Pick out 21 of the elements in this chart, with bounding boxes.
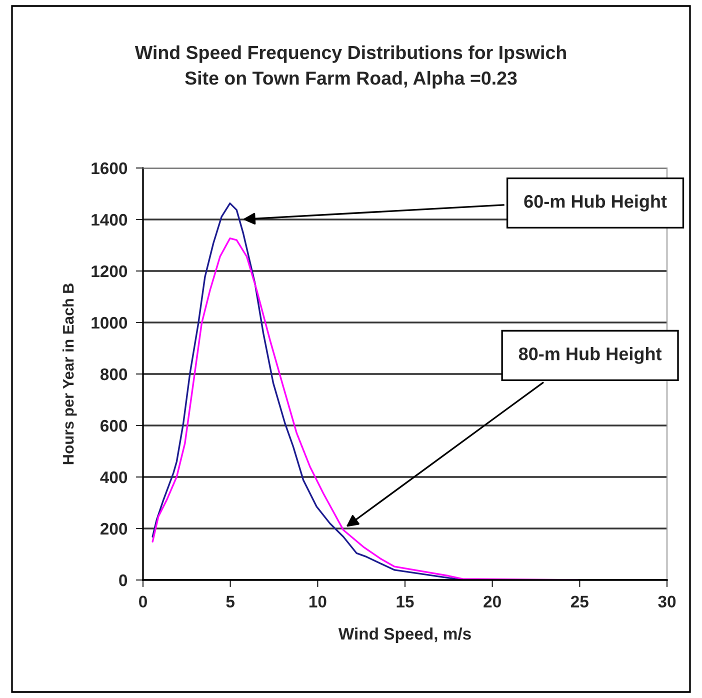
y-axis-title: Hours per Year in Each B (62, 284, 77, 464)
annotation: 60-m Hub Height (524, 194, 667, 212)
x-tick-label: 15 (396, 596, 414, 608)
x-axis-title: Wind Speed, m/s (338, 627, 471, 644)
x-tick-label: 0 (139, 596, 147, 608)
y-tick-label: 1200 (92, 265, 128, 278)
x-tick-label: 10 (309, 596, 326, 608)
chart-title: Wind Speed Frequency Distributions for Ipswich Site on Town Farm Road, Alpha =0.23 (134, 45, 566, 88)
y-tick-label: 200 (100, 522, 128, 535)
x-tick-label: 30 (658, 596, 676, 608)
y-tick-label: 800 (100, 368, 128, 380)
y-tick-label: 600 (100, 420, 128, 432)
x-tick-label: 5 (226, 596, 235, 608)
x-tick-label: 20 (484, 596, 501, 608)
y-tick-label: 1600 (92, 162, 128, 174)
x-tick-label: 25 (570, 596, 588, 608)
y-tick-label: 1400 (92, 214, 128, 226)
y-tick-label: 400 (100, 471, 128, 484)
y-tick-label: 0 (119, 574, 128, 586)
annotation: 80-m Hub Height (518, 347, 662, 364)
y-tick-label: 1000 (92, 316, 128, 329)
